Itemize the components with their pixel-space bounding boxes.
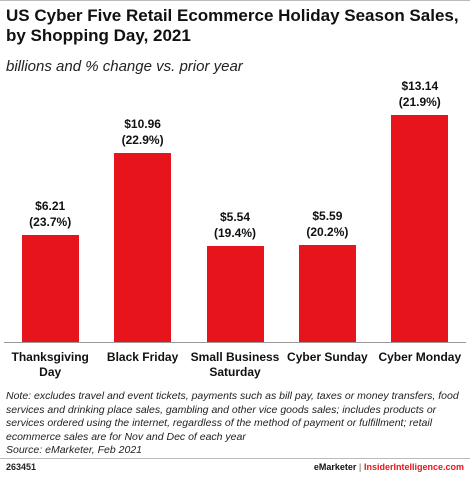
value-label: $13.14 xyxy=(401,78,439,93)
value-label: $6.21 xyxy=(35,198,66,213)
bar xyxy=(21,234,79,342)
change-label: (21.9%) xyxy=(398,94,441,109)
footer-rule xyxy=(0,458,470,459)
chart-id: 263451 xyxy=(6,462,37,472)
change-label: (20.2%) xyxy=(306,225,349,240)
change-label: (19.4%) xyxy=(213,226,257,241)
value-label: $10.96 xyxy=(124,116,161,131)
separator: | xyxy=(358,462,362,472)
x-tick-label: Cyber Sunday xyxy=(287,350,368,364)
baseline xyxy=(4,342,466,343)
footer-brand: eMarketer | InsiderIntelligence.com xyxy=(314,462,464,472)
bar xyxy=(206,246,264,342)
x-tick-label: Black Friday xyxy=(106,350,179,364)
change-label: (23.7%) xyxy=(29,214,72,229)
bar xyxy=(298,245,356,342)
brand: eMarketer xyxy=(313,462,357,472)
source: Source: eMarketer, Feb 2021 xyxy=(6,444,142,456)
x-tick-label: Cyber Monday xyxy=(378,350,462,364)
value-label: $5.59 xyxy=(312,209,343,224)
value-label: $5.54 xyxy=(219,210,251,225)
top-rule xyxy=(0,0,470,1)
site: InsiderIntelligence.com xyxy=(363,462,464,472)
x-tick-label: Small Business Saturday xyxy=(190,350,280,379)
chart-subtitle: billions and % change vs. prior year xyxy=(6,58,243,75)
chart-title: US Cyber Five Retail Ecommerce Holiday S… xyxy=(6,6,459,45)
change-label: (22.9%) xyxy=(121,132,164,147)
bar xyxy=(114,152,172,342)
note: Note: excludes travel and event tickets,… xyxy=(6,390,459,443)
bar xyxy=(391,114,449,342)
x-tick-label: Thanksgiving Day xyxy=(11,350,89,379)
